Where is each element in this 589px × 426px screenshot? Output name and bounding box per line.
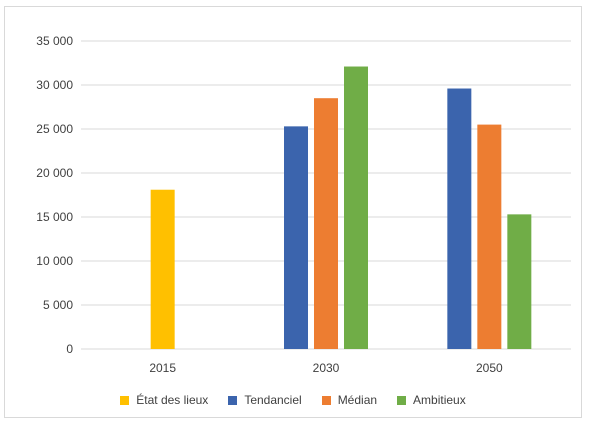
y-tick-label: 35 000 [36, 34, 73, 48]
bar-2050-ambitieux [507, 214, 532, 349]
x-tick-label: 2050 [476, 361, 503, 375]
legend-item: Tendanciel [228, 393, 302, 407]
legend-swatch [120, 395, 130, 405]
legend-label: Ambitieux [413, 393, 466, 407]
y-tick-label: 25 000 [36, 122, 73, 136]
legend-label: État des lieux [136, 393, 209, 407]
bar-2050-tendanciel [447, 88, 472, 350]
x-tick-label: 2030 [313, 361, 340, 375]
y-tick-label: 10 000 [36, 254, 73, 268]
legend-item: État des lieux [120, 393, 208, 407]
bar-2015--tat-des-lieux [150, 189, 175, 349]
bar-2030-tendanciel [284, 126, 308, 349]
bar-2030-m-dian [314, 98, 338, 349]
legend-swatch [321, 395, 331, 405]
bar-chart: 0 5 000 10 000 15 000 20 000 25 000 30 000 35 0… [36, 34, 571, 375]
bar-2050-m-dian [477, 124, 502, 349]
bar-2030-ambitieux [344, 66, 368, 349]
chart-frame: 0 5 000 10 000 15 000 20 000 25 000 30 000 35 0… [4, 6, 582, 418]
legend-swatch [228, 395, 238, 405]
legend-swatch [397, 395, 407, 405]
legend-item: Ambitieux [397, 393, 466, 407]
legend-label: Tendanciel [244, 393, 302, 407]
y-tick-label: 5 000 [43, 298, 73, 312]
legend-item: Médian [321, 393, 378, 407]
legend: État des lieux Tendanciel Médian Ambitieux [5, 393, 581, 407]
x-tick-label: 2015 [149, 361, 176, 375]
legend-label: Médian [337, 393, 378, 407]
y-tick-label: 30 000 [36, 78, 73, 92]
y-tick-label: 15 000 [36, 210, 73, 224]
y-tick-label: 20 000 [36, 166, 73, 180]
y-tick-label: 0 [66, 342, 73, 356]
